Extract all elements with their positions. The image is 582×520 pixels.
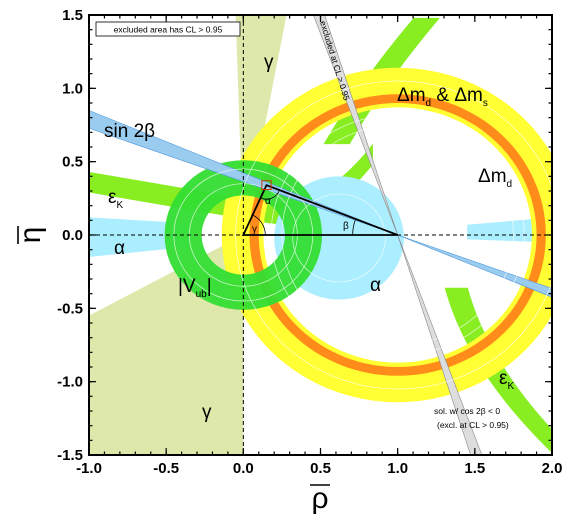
y-tick-label: 0.5: [62, 154, 83, 171]
excluded-area-legend: excluded area has CL > 0.95: [95, 21, 241, 37]
epsilon-k-right-label: εK: [499, 368, 514, 392]
solution-note: sol. w/ cos 2β < 0 (excl. at CL > 0.95): [434, 406, 509, 430]
triangle-beta-label: β: [343, 221, 349, 232]
svg-text:(excl. at CL > 0.95): (excl. at CL > 0.95): [437, 420, 509, 430]
delta-md-dms-label: Δmd & Δms: [397, 85, 488, 109]
angle-beta-arc: [352, 218, 356, 236]
x-axis-label: ρ: [310, 482, 330, 515]
y-tick-label: 0.0: [62, 227, 83, 244]
y-tick-label: -0.5: [57, 300, 83, 317]
angle-gamma-arc: [252, 214, 266, 236]
gamma-bottom-label: γ: [202, 402, 212, 423]
y-tick-label: -1.0: [57, 374, 83, 391]
gamma-top-label: γ: [264, 52, 274, 73]
alpha-right-label: α: [370, 275, 381, 296]
svg-text:Δmd & Δms: Δmd & Δms: [397, 85, 488, 109]
y-tick-label: 1.5: [62, 7, 83, 24]
axis-tick-marks: [88, 14, 553, 456]
delta-md-label: Δmd: [478, 166, 512, 190]
vub-constraint-ring: [164, 160, 323, 310]
svg-text:η: η: [14, 227, 47, 244]
x-tick-label: 0.0: [233, 460, 254, 477]
vub-label: |Vub|: [178, 276, 212, 300]
y-tick-label: 1.0: [62, 80, 83, 97]
x-tick-label: -0.5: [153, 460, 179, 477]
svg-text:εK: εK: [108, 187, 123, 211]
triangle-alpha-label: α: [265, 196, 271, 207]
sin2beta-label: sin 2β: [104, 121, 155, 142]
x-tick-label: 1.0: [387, 460, 408, 477]
apex-confidence-box: [261, 180, 272, 191]
angle-alpha-arc: [260, 189, 280, 200]
alpha-left-label: α: [114, 238, 125, 259]
svg-text:εK: εK: [499, 368, 514, 392]
svg-text:sol. w/ cos 2β < 0: sol. w/ cos 2β < 0: [434, 406, 500, 416]
contour-circle: [292, 193, 386, 283]
unitarity-triangle: [241, 183, 398, 236]
svg-text:ρ: ρ: [311, 482, 328, 515]
x-tick-label: -1.0: [76, 460, 102, 477]
plot-area: [89, 15, 552, 455]
svg-text:excluded area has CL > 0.95: excluded area has CL > 0.95: [114, 25, 223, 35]
x-tick-label: 1.5: [464, 460, 485, 477]
gamma-constraint-region: [89, 15, 287, 455]
epsilon-k-left-label: εK: [108, 187, 123, 211]
y-tick-labels: -1.5 -1.0 -0.5 0.0 0.5 1.0 1.5: [57, 7, 83, 464]
contour-circle: [235, 80, 552, 390]
y-tick-label: -1.5: [57, 447, 83, 464]
x-tick-label: 0.5: [310, 460, 331, 477]
y-axis-label: η: [14, 226, 47, 244]
svg-text:Δmd: Δmd: [478, 166, 512, 190]
x-tick-label: 2.0: [542, 460, 563, 477]
svg-text:|Vub|: |Vub|: [178, 276, 212, 300]
triangle-gamma-label: γ: [252, 224, 257, 235]
x-tick-labels: -1.0 -0.5 0.0 0.5 1.0 1.5 2.0: [76, 460, 562, 477]
